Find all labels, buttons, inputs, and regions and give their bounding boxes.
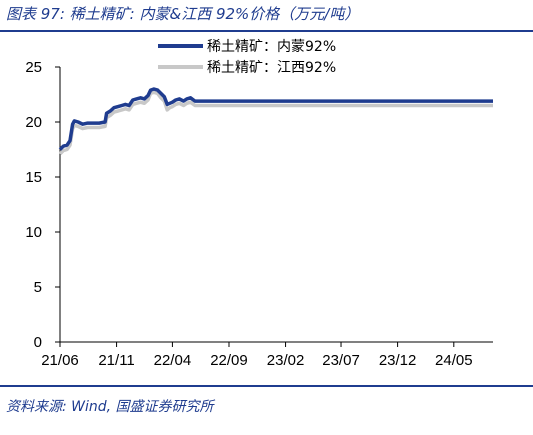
series-line-jiangxi xyxy=(58,90,493,156)
x-tick-label: 22/09 xyxy=(210,352,248,369)
x-tick-label: 21/06 xyxy=(41,352,79,369)
chart-legend: 稀土精矿：内蒙92% 稀土精矿：江西92% xyxy=(158,39,336,76)
x-tick-label: 23/12 xyxy=(379,352,417,369)
x-tick-label: 21/11 xyxy=(98,352,134,369)
legend-label-inner-mongolia: 稀土精矿：内蒙92% xyxy=(207,39,336,55)
series-line-inner-mongolia xyxy=(58,87,493,151)
chart-series xyxy=(58,87,493,156)
y-tick-label: 25 xyxy=(25,59,42,76)
y-tick-label: 5 xyxy=(34,279,42,296)
y-tick-label: 15 xyxy=(25,169,42,186)
title-divider xyxy=(0,30,533,32)
y-tick-label: 0 xyxy=(34,334,42,351)
figure-title: 图表 97: 稀土精矿: 内蒙&江西 92%价格（万元/吨） xyxy=(6,5,360,23)
x-tick-label: 23/02 xyxy=(267,352,305,369)
y-tick-label: 10 xyxy=(25,224,42,241)
x-tick-label: 23/07 xyxy=(322,352,360,369)
source-note: 资料来源: Wind, 国盛证券研究所 xyxy=(6,399,214,415)
line-chart: 0 5 10 15 20 25 21/06 21/11 22/04 22/09 23/02 23/07… xyxy=(25,39,493,369)
chart-axes: 0 5 10 15 20 25 21/06 21/11 22/04 22/09 23/02 23/07… xyxy=(25,59,493,369)
legend-label-jiangxi: 稀土精矿：江西92% xyxy=(207,60,336,76)
x-tick-label: 22/04 xyxy=(154,352,192,369)
source-divider xyxy=(0,385,533,387)
y-tick-label: 20 xyxy=(25,114,42,131)
x-tick-label: 24/05 xyxy=(435,352,473,369)
